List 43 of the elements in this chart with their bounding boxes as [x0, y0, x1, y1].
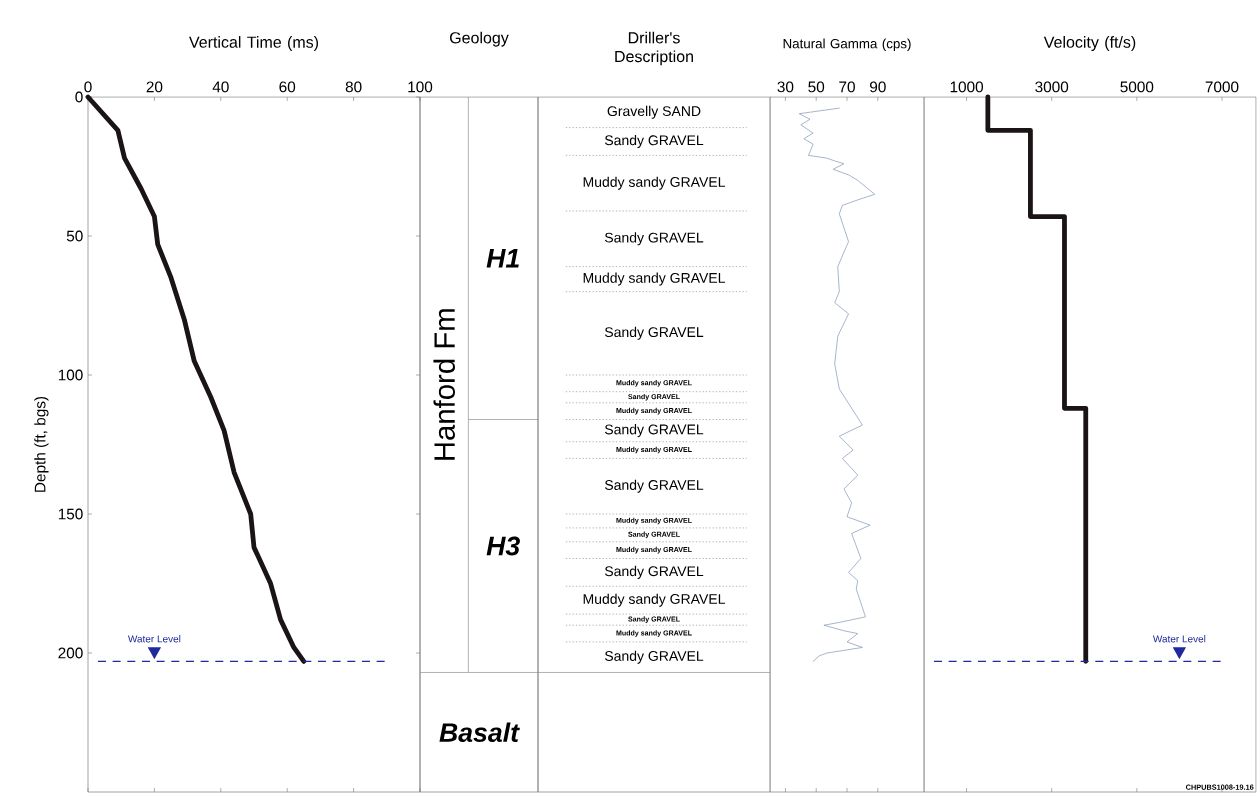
x-tick-label: 30: [777, 81, 794, 93]
text: Sandy GRAVEL: [604, 134, 704, 149]
x-tick-label: 20: [146, 81, 163, 93]
text: Geology: [450, 31, 509, 47]
text: Sandy GRAVEL: [604, 565, 704, 579]
text: Sandy GRAVEL: [604, 326, 704, 340]
text: Gravelly SAND: [607, 105, 701, 119]
line-series: [85, 94, 307, 664]
x-tick-label: 60: [279, 81, 296, 93]
text: Sandy GRAVEL: [604, 650, 704, 664]
x-axis-title: Natural Gamma (cps): [783, 38, 911, 51]
text: Muddy sandy GRAVEL: [583, 176, 725, 190]
text: Muddy sandy GRAVEL: [583, 593, 725, 607]
x-tick-label: 80: [345, 81, 362, 93]
x-tick-label: 50: [808, 81, 825, 93]
text: Basalt: [439, 722, 520, 743]
x-axis-title: Velocity (ft/s): [1043, 36, 1136, 51]
x-tick-label: 7000: [1205, 81, 1239, 93]
x-tick-label: 0: [84, 81, 92, 93]
text: Driller's Description: [615, 31, 693, 66]
y-tick-label: 0: [75, 91, 83, 103]
x-tick-label: 40: [212, 81, 229, 93]
x-tick-label: 3000: [1035, 81, 1069, 93]
x-tick-label: 1000: [950, 81, 984, 93]
text: H3: [486, 536, 520, 556]
x-tick-label: 5000: [1120, 81, 1154, 93]
y-tick-label: 50: [66, 230, 83, 242]
text: Hanford Fm: [433, 309, 455, 460]
text: Sandy GRAVEL: [604, 232, 704, 246]
text: Sandy GRAVEL: [604, 424, 704, 438]
annotation: Water Level: [127, 635, 181, 643]
text: H1: [486, 249, 519, 268]
x-axis-title: Vertical Time (ms): [189, 36, 319, 51]
annotation: Water Level: [1152, 635, 1206, 643]
text: Muddy sandy GRAVEL: [583, 272, 725, 286]
x-tick-label: 100: [408, 81, 433, 93]
text: Sandy GRAVEL: [604, 479, 704, 493]
x-tick-label: 90: [869, 81, 886, 93]
y-axis-title: Depth (ft, bgs): [34, 396, 49, 492]
y-tick-label: 200: [58, 647, 83, 659]
y-tick-label: 150: [58, 508, 83, 520]
y-tick-label: 100: [58, 369, 83, 381]
x-tick-label: 70: [839, 81, 855, 93]
